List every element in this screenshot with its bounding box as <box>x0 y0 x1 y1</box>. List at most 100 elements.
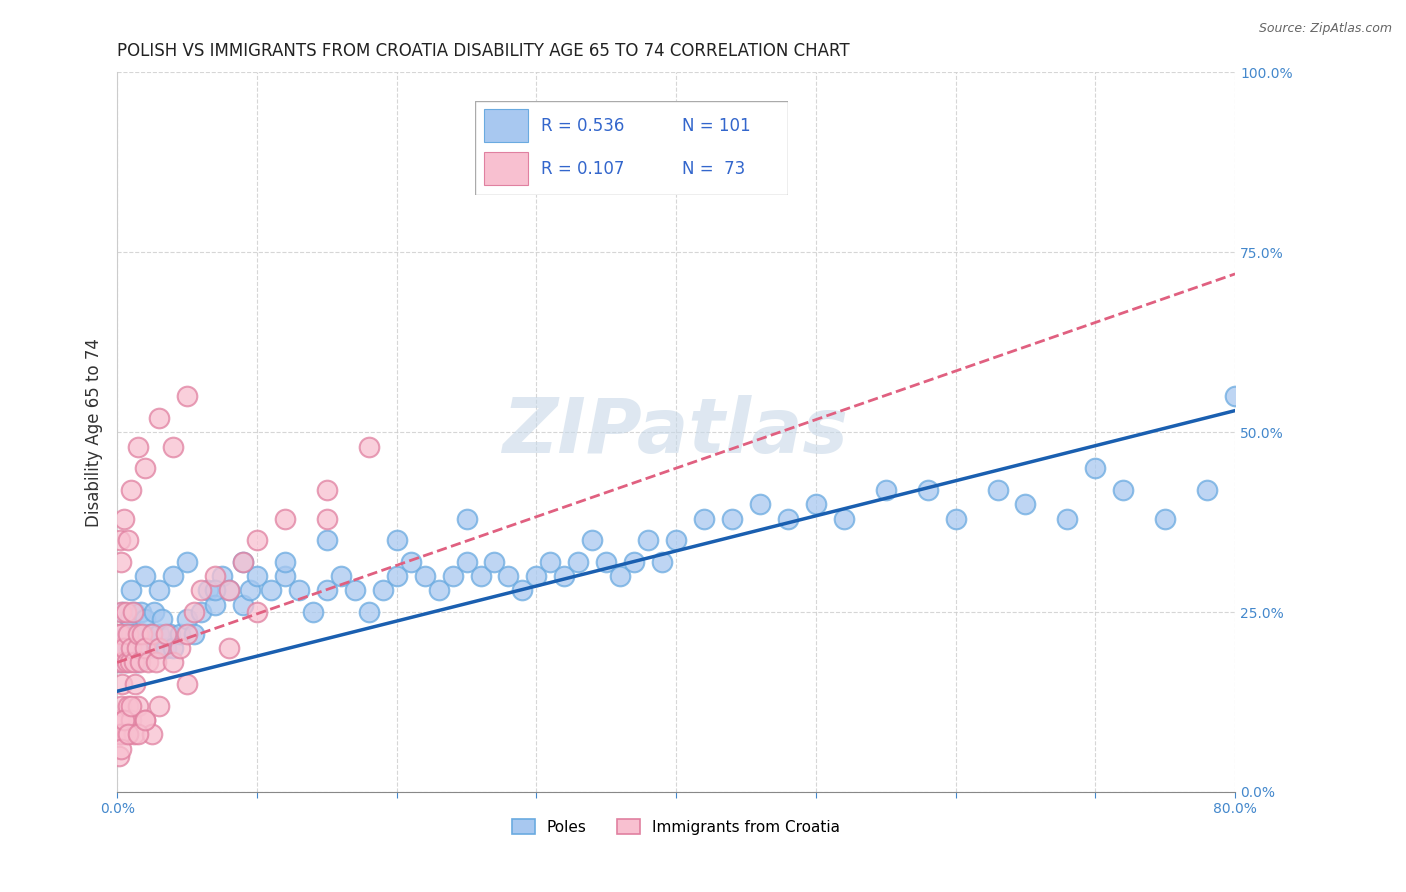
Point <box>169 641 191 656</box>
Point <box>148 583 170 598</box>
Point <box>111 677 134 691</box>
Point <box>162 656 184 670</box>
Point <box>114 605 136 619</box>
Point <box>218 583 240 598</box>
Point <box>232 555 254 569</box>
Point <box>329 569 352 583</box>
Point <box>117 727 139 741</box>
Point <box>159 626 181 640</box>
Point <box>1084 461 1107 475</box>
Point <box>749 497 772 511</box>
Point <box>162 569 184 583</box>
Point <box>343 583 366 598</box>
Point <box>260 583 283 598</box>
Point <box>108 727 131 741</box>
Legend: Poles, Immigrants from Croatia: Poles, Immigrants from Croatia <box>512 819 841 835</box>
Point <box>110 626 132 640</box>
Point <box>385 533 408 548</box>
Point <box>121 641 143 656</box>
Point <box>108 641 131 656</box>
Point <box>176 389 198 403</box>
Point <box>651 555 673 569</box>
Point <box>204 583 226 598</box>
Point <box>512 583 534 598</box>
Point <box>288 583 311 598</box>
Point <box>693 511 716 525</box>
Point <box>120 713 142 727</box>
Point <box>176 555 198 569</box>
Point <box>120 626 142 640</box>
Point <box>127 440 149 454</box>
Point <box>385 569 408 583</box>
Point <box>623 555 645 569</box>
Point <box>131 641 153 656</box>
Point <box>122 727 145 741</box>
Point <box>124 626 146 640</box>
Point <box>118 612 141 626</box>
Point <box>1014 497 1036 511</box>
Point <box>117 698 139 713</box>
Point <box>124 677 146 691</box>
Y-axis label: Disability Age 65 to 74: Disability Age 65 to 74 <box>86 338 103 526</box>
Point <box>315 583 337 598</box>
Point <box>176 677 198 691</box>
Point <box>117 641 139 656</box>
Point <box>246 569 269 583</box>
Point <box>122 605 145 619</box>
Point <box>986 483 1008 497</box>
Point <box>112 511 135 525</box>
Point <box>315 483 337 497</box>
Point <box>232 555 254 569</box>
Point <box>120 698 142 713</box>
Point <box>150 612 173 626</box>
Point <box>274 569 297 583</box>
Point <box>804 497 827 511</box>
Point <box>301 605 323 619</box>
Point <box>945 511 967 525</box>
Point <box>120 641 142 656</box>
Point <box>239 583 262 598</box>
Point <box>132 626 155 640</box>
Point <box>1223 389 1246 403</box>
Point <box>142 605 165 619</box>
Point <box>218 583 240 598</box>
Point <box>141 727 163 741</box>
Point <box>141 626 163 640</box>
Point <box>122 656 145 670</box>
Point <box>1112 483 1135 497</box>
Point <box>665 533 688 548</box>
Point <box>204 598 226 612</box>
Point <box>148 641 170 656</box>
Point <box>120 583 142 598</box>
Point <box>110 605 132 619</box>
Point <box>427 583 450 598</box>
Point <box>107 749 129 764</box>
Point <box>127 626 149 640</box>
Point <box>112 641 135 656</box>
Point <box>134 641 156 656</box>
Point <box>441 569 464 583</box>
Point <box>134 713 156 727</box>
Point <box>118 656 141 670</box>
Point <box>190 605 212 619</box>
Text: ZIPatlas: ZIPatlas <box>503 395 849 469</box>
Point <box>176 612 198 626</box>
Point <box>110 698 132 713</box>
Text: Source: ZipAtlas.com: Source: ZipAtlas.com <box>1258 22 1392 36</box>
Point <box>148 626 170 640</box>
Point <box>538 555 561 569</box>
Point <box>111 727 134 741</box>
Point <box>111 605 134 619</box>
Point <box>581 533 603 548</box>
Point <box>117 533 139 548</box>
Point <box>108 656 131 670</box>
Point <box>274 555 297 569</box>
Point <box>1197 483 1219 497</box>
Point <box>127 641 149 656</box>
Point <box>112 713 135 727</box>
Point <box>413 569 436 583</box>
Point <box>112 713 135 727</box>
Point <box>917 483 939 497</box>
Point <box>115 626 138 640</box>
Point <box>125 641 148 656</box>
